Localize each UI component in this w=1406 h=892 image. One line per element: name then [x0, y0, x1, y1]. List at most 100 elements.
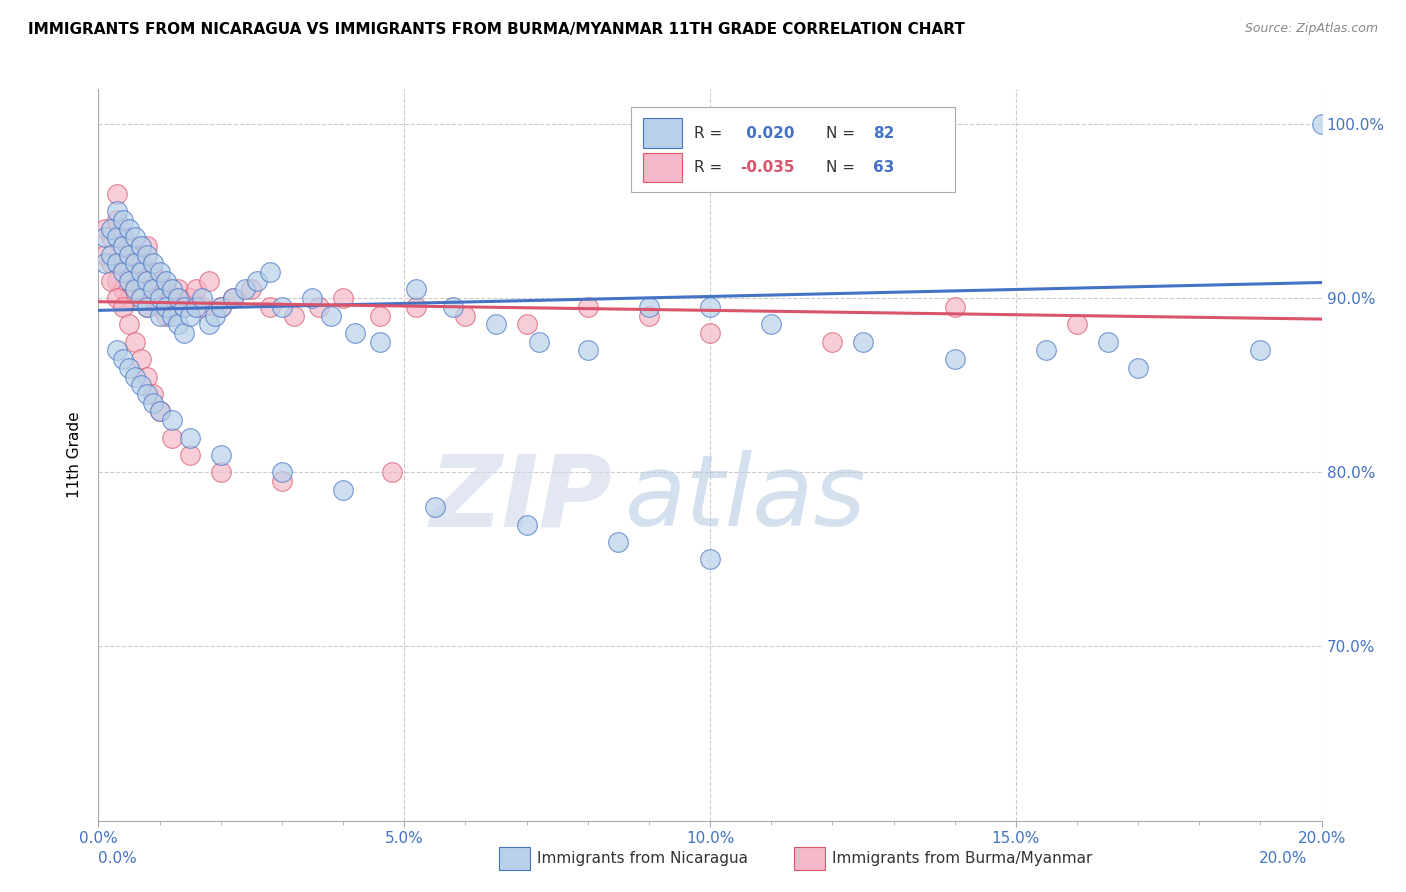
Point — [142, 291, 165, 305]
Point — [111, 256, 134, 270]
Point — [1128, 360, 1150, 375]
Point — [142, 387, 165, 401]
Point — [118, 265, 141, 279]
Point — [118, 239, 141, 253]
Point — [943, 352, 966, 367]
Point — [118, 221, 141, 235]
Bar — [643, 119, 682, 148]
Point — [381, 466, 404, 480]
Point — [204, 309, 226, 323]
Point — [129, 352, 152, 367]
Point — [527, 334, 550, 349]
Point — [943, 300, 966, 314]
Point — [197, 274, 219, 288]
Text: N =: N = — [827, 126, 860, 141]
Point — [105, 291, 128, 305]
Point — [699, 552, 721, 566]
Point — [111, 300, 134, 314]
Point — [637, 309, 661, 323]
Point — [142, 395, 165, 409]
Point — [100, 230, 122, 244]
Point — [607, 535, 630, 549]
Point — [160, 283, 183, 297]
Point — [270, 466, 292, 480]
Point — [191, 291, 214, 305]
Point — [240, 283, 263, 297]
Text: R =: R = — [695, 126, 727, 141]
Point — [149, 274, 172, 288]
Point — [129, 283, 152, 297]
Point — [155, 274, 177, 288]
Point — [179, 430, 201, 444]
Point — [441, 300, 464, 314]
Point — [100, 256, 122, 270]
Point — [167, 291, 190, 305]
Point — [118, 247, 141, 261]
Text: Immigrants from Burma/Myanmar: Immigrants from Burma/Myanmar — [832, 851, 1092, 865]
Point — [191, 300, 214, 314]
Point — [118, 274, 141, 288]
Point — [124, 369, 146, 384]
Point — [368, 309, 391, 323]
Point — [160, 309, 183, 323]
Point — [124, 230, 146, 244]
Text: atlas: atlas — [624, 450, 866, 548]
Text: -0.035: -0.035 — [741, 160, 796, 175]
Point — [124, 274, 146, 288]
Point — [319, 309, 342, 323]
Point — [100, 247, 122, 261]
Point — [124, 283, 146, 297]
Point — [160, 413, 183, 427]
Point — [136, 247, 159, 261]
Point — [160, 291, 183, 305]
Point — [111, 212, 134, 227]
Point — [118, 360, 141, 375]
Point — [129, 378, 152, 392]
Point — [246, 274, 269, 288]
Point — [179, 291, 201, 305]
Point — [222, 291, 245, 305]
Text: 0.0%: 0.0% — [98, 851, 138, 865]
Point — [149, 265, 172, 279]
Text: R =: R = — [695, 160, 727, 175]
Text: 63: 63 — [873, 160, 894, 175]
Text: ZIP: ZIP — [429, 450, 612, 548]
Point — [155, 309, 177, 323]
Point — [160, 430, 183, 444]
Point — [344, 326, 367, 340]
Point — [301, 291, 323, 305]
Point — [405, 300, 427, 314]
Point — [368, 334, 391, 349]
Point — [136, 369, 159, 384]
Point — [1066, 318, 1088, 332]
Point — [105, 204, 128, 219]
Point — [149, 309, 172, 323]
Point — [149, 404, 172, 418]
Point — [186, 300, 208, 314]
Bar — [643, 153, 682, 182]
Point — [173, 326, 195, 340]
Point — [637, 300, 661, 314]
Point — [270, 300, 292, 314]
Text: IMMIGRANTS FROM NICARAGUA VS IMMIGRANTS FROM BURMA/MYANMAR 11TH GRADE CORRELATIO: IMMIGRANTS FROM NICARAGUA VS IMMIGRANTS … — [28, 22, 965, 37]
Point — [149, 404, 172, 418]
FancyBboxPatch shape — [630, 108, 955, 192]
Text: Source: ZipAtlas.com: Source: ZipAtlas.com — [1244, 22, 1378, 36]
Point — [259, 300, 281, 314]
Point — [118, 291, 141, 305]
Point — [516, 318, 538, 332]
Point — [186, 283, 208, 297]
Point — [136, 387, 159, 401]
Point — [209, 300, 232, 314]
Point — [136, 300, 159, 314]
Point — [173, 300, 195, 314]
Point — [516, 517, 538, 532]
Point — [93, 247, 115, 261]
Point — [149, 291, 172, 305]
Point — [405, 283, 427, 297]
Text: N =: N = — [827, 160, 860, 175]
Point — [105, 186, 128, 201]
Point — [1097, 334, 1119, 349]
Point — [129, 291, 152, 305]
Point — [179, 309, 201, 323]
